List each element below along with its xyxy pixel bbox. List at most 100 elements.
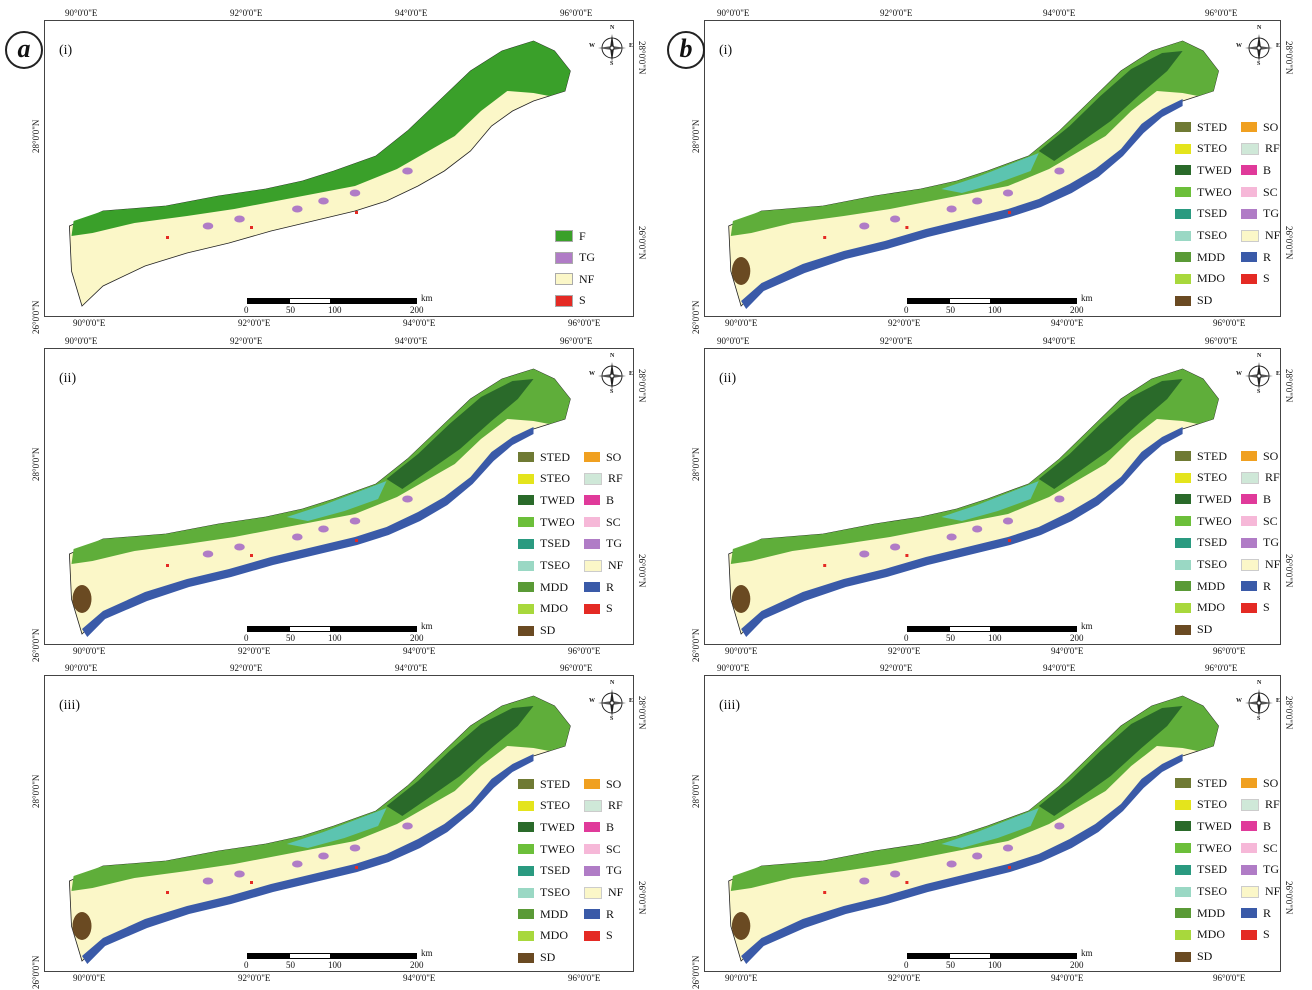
legend-swatch xyxy=(584,472,602,485)
swamp-patch xyxy=(355,211,358,214)
legend-item: S xyxy=(584,601,613,615)
latitude-label-right: 26°0'0"N xyxy=(1284,554,1294,588)
legend-swatch xyxy=(555,251,573,264)
legend-item: SD xyxy=(1175,949,1212,963)
scale-bar-segment xyxy=(331,298,417,304)
compass-n-label: N xyxy=(1257,353,1262,359)
longitude-label-bottom: 96°0'0"E xyxy=(568,973,601,983)
legend-item: SO xyxy=(1241,120,1278,134)
legend-label: SD xyxy=(1197,622,1213,637)
scale-tick-label: 100 xyxy=(328,960,342,970)
map-panel-a-iii: (iii) 90°0'0"E 90°0'0"E 92°0'0"E 92°0'0"E 94°… xyxy=(31,663,647,989)
scale-bar-segment xyxy=(949,953,991,959)
compass-s-label: S xyxy=(610,716,614,722)
legend-item: TWEO xyxy=(1175,514,1232,528)
legend-label: STED xyxy=(540,776,570,791)
legend-swatch xyxy=(584,603,600,614)
compass-w-label: W xyxy=(1236,371,1242,377)
legend-label: SC xyxy=(606,841,621,856)
legend-label: NF xyxy=(1265,557,1281,571)
scale-bar-segment xyxy=(907,298,949,304)
compass-e-label: E xyxy=(1276,371,1281,377)
scale-tick-label: 200 xyxy=(410,305,424,315)
legend-item: SD xyxy=(518,950,555,964)
scale-tick-label: 100 xyxy=(328,305,342,315)
legend-swatch xyxy=(1241,252,1257,263)
legend-item: TSED xyxy=(1175,862,1227,876)
region-map xyxy=(728,368,1219,637)
forest-area xyxy=(71,41,571,236)
legend-swatch xyxy=(584,799,602,812)
twed-area xyxy=(1038,51,1183,161)
compass-s-label: S xyxy=(1257,716,1261,722)
latitude-label-left: 28°0'0"N xyxy=(691,774,701,808)
legend-item: SO xyxy=(584,777,621,791)
legend-item: B xyxy=(1241,163,1271,177)
scale-tick-label: 200 xyxy=(1070,960,1084,970)
grassland-patch xyxy=(859,877,870,885)
longitude-label-top: 94°0'0"E xyxy=(1043,663,1076,673)
legend-label: MDD xyxy=(1197,249,1226,264)
legend-swatch xyxy=(584,886,602,899)
longitude-label-bottom: 96°0'0"E xyxy=(1213,973,1246,983)
legend-swatch xyxy=(1175,951,1191,962)
legend-swatch xyxy=(584,909,600,920)
legend-item: TSED xyxy=(518,536,570,550)
legend-swatch xyxy=(1241,187,1257,198)
legend-label: MDO xyxy=(540,928,569,943)
compass-rose-icon xyxy=(1242,359,1276,393)
legend-item: MDO xyxy=(518,601,568,615)
legend-item: R xyxy=(1241,250,1271,264)
latitude-label-left: 28°0'0"N xyxy=(691,447,701,481)
longitude-label-top: 96°0'0"E xyxy=(1205,8,1238,18)
legend-label: MDO xyxy=(1197,271,1226,286)
legend-swatch xyxy=(555,294,573,307)
legend-item: MDO xyxy=(518,928,569,943)
longitude-label-top: 96°0'0"E xyxy=(1205,336,1238,346)
legend-item: SO xyxy=(584,450,621,464)
swamp-patch xyxy=(250,881,253,884)
longitude-label-top: 92°0'0"E xyxy=(230,8,263,18)
legend-item: TSED xyxy=(1175,535,1227,549)
scale-tick-label: 50 xyxy=(286,305,295,315)
legend-swatch xyxy=(1175,187,1191,198)
legend-item: TSED xyxy=(1175,206,1227,220)
grassland-patch xyxy=(292,205,303,213)
legend-item: RF xyxy=(1241,141,1280,155)
scale-bar-segment xyxy=(289,953,331,959)
river-area xyxy=(741,99,1183,309)
longitude-label-bottom: 90°0'0"E xyxy=(73,973,106,983)
grassland-patch xyxy=(318,852,329,860)
legend-item: MDO xyxy=(1175,927,1226,942)
legend-label: F xyxy=(579,228,586,243)
map-panel-a-i: (i) a 90°0'0"E 90°0'0"E 92°0'0"E 92°0'0"E 94°0… xyxy=(5,8,647,334)
legend-swatch xyxy=(518,952,534,963)
grassland-patch xyxy=(402,495,413,503)
scale-unit-label: km xyxy=(1081,948,1093,958)
legend-label: TG xyxy=(579,250,595,264)
latitude-label-right: 28°0'0"N xyxy=(1284,41,1294,75)
scale-bar-segment xyxy=(247,953,289,959)
subpanel-label: (iii) xyxy=(719,698,740,713)
legend-swatch xyxy=(1241,908,1257,919)
compass-n-label: N xyxy=(610,680,615,686)
legend-label: MDO xyxy=(1197,927,1226,942)
swamp-patch xyxy=(1008,866,1011,869)
legend-label: R xyxy=(1263,905,1272,920)
legend-label: R xyxy=(1263,578,1272,593)
grassland-patch xyxy=(972,197,983,205)
compass-rose-icon xyxy=(595,31,629,65)
legend-swatch xyxy=(518,625,534,636)
grassland-patch xyxy=(202,877,214,885)
figure-letter: a xyxy=(5,31,43,69)
tseo-area xyxy=(941,153,1039,193)
grassland-patch xyxy=(402,167,413,175)
legend-label: NF xyxy=(608,558,624,572)
legend-item: STEO xyxy=(518,798,570,812)
longitude-label-bottom: 96°0'0"E xyxy=(1213,318,1246,328)
legend-item: S xyxy=(1241,271,1270,285)
river-area xyxy=(741,427,1183,637)
grassland-patch xyxy=(202,222,214,230)
legend-item: SC xyxy=(1241,514,1278,528)
legend-item: TWED xyxy=(518,493,575,507)
